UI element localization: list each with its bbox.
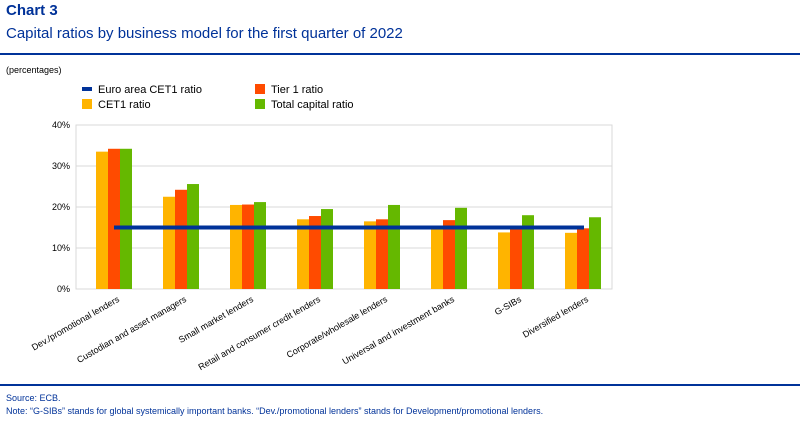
footnote: Note: “G-SIBs” stands for global systemi… [6, 406, 544, 416]
bar [388, 204, 400, 289]
x-tick-label: Custodian and asset managers [75, 294, 188, 365]
legend-label: Euro area CET1 ratio [98, 84, 202, 96]
source-note: Source: ECB. [6, 393, 61, 403]
bar [120, 148, 132, 289]
chart-title: Capital ratios by business model for the… [6, 25, 403, 42]
bar [443, 220, 455, 289]
legend-swatch [255, 84, 265, 94]
bar [242, 204, 254, 289]
y-tick-label: 30% [52, 161, 70, 171]
bar [376, 219, 388, 289]
bar [455, 207, 467, 289]
y-tick-label: 10% [52, 243, 70, 253]
legend-swatch [255, 99, 265, 109]
legend-label: Total capital ratio [271, 99, 354, 111]
bar [364, 221, 376, 289]
legend-swatch [82, 87, 92, 91]
legend-label: CET1 ratio [98, 99, 151, 111]
bar [108, 148, 120, 289]
bar [431, 227, 443, 289]
bar [163, 196, 175, 289]
bar [309, 216, 321, 289]
units-label: (percentages) [6, 65, 62, 75]
x-tick-label: G-SIBs [493, 294, 524, 317]
y-tick-label: 20% [52, 202, 70, 212]
y-tick-label: 40% [52, 120, 70, 130]
top-rule [0, 53, 800, 55]
x-tick-label: Retail and consumer credit lenders [197, 294, 323, 372]
bar [230, 204, 242, 289]
x-tick-label: Universal and investment banks [341, 294, 457, 367]
bar [565, 232, 577, 289]
bar [297, 219, 309, 289]
bar [522, 215, 534, 289]
bar [175, 189, 187, 289]
legend-swatch [82, 99, 92, 109]
bar [589, 217, 601, 289]
bar [498, 232, 510, 289]
bar [321, 209, 333, 289]
bottom-rule [0, 384, 800, 386]
bar [187, 184, 199, 289]
bar [510, 227, 522, 289]
bar [96, 151, 108, 289]
bar [254, 202, 266, 289]
y-tick-label: 0% [57, 284, 70, 294]
x-tick-label: Diversified lenders [521, 294, 591, 340]
bar [577, 228, 589, 289]
chart-label: Chart 3 [6, 2, 58, 19]
legend-label: Tier 1 ratio [271, 84, 323, 96]
